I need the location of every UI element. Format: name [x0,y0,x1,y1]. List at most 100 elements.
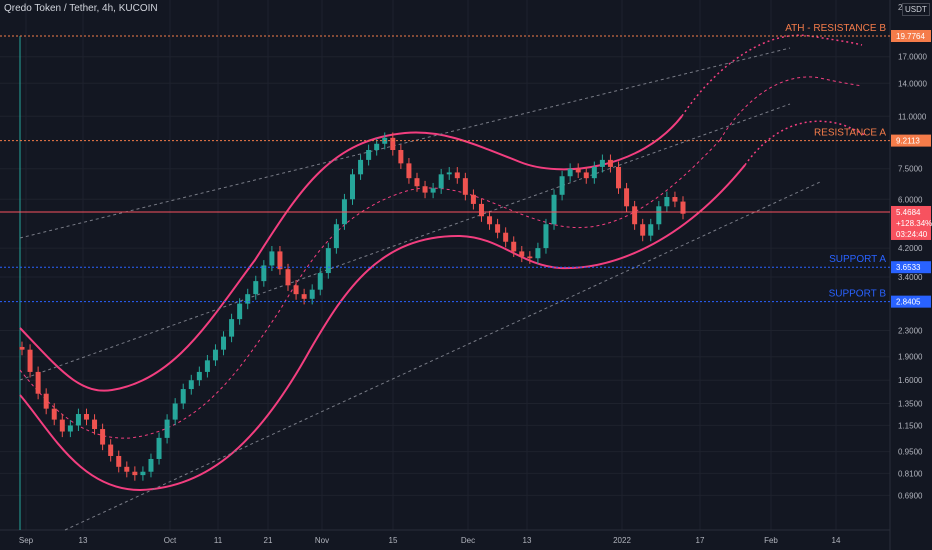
level-label: RESISTANCE A [814,128,886,139]
candle-body [124,467,129,472]
candle-body [20,347,25,350]
y-tick-label: 0.8100 [898,469,923,478]
candle-body [560,176,565,195]
candle-body [656,206,661,224]
candle-body [479,204,484,216]
candle-body [318,273,323,290]
y-tick-label: 2.3000 [898,327,923,336]
x-tick-label: Oct [164,536,177,545]
candle-body [253,281,258,294]
x-tick-label: 14 [832,536,841,545]
candle-body [100,429,105,445]
candle-body [487,216,492,224]
candle-body [229,319,234,336]
candle-body [197,372,202,380]
candle-body [205,360,210,372]
candle-body [576,169,581,173]
candle-body [592,167,597,178]
x-tick-label: 13 [523,536,532,545]
candle-body [148,459,153,472]
y-tick-label: 0.6900 [898,491,923,500]
candle-body [390,138,395,150]
candle-body [221,337,226,350]
level-tag-value: 3.6533 [896,263,921,272]
currency-badge[interactable]: USDT [902,3,930,16]
x-tick-label: 21 [264,536,273,545]
y-tick-label: 1.3500 [898,399,923,408]
y-tick-label: 3.4000 [898,273,923,282]
candle-body [173,403,178,419]
candle-body [398,150,403,163]
candle-body [44,394,49,409]
level-label: SUPPORT A [829,254,886,265]
candle-body [455,172,460,178]
candle-body [326,248,331,273]
candle-body [471,195,476,204]
candle-body [423,186,428,192]
candle-body [213,350,218,361]
candle-body [36,372,41,394]
candle-body [672,197,677,202]
y-tick-label: 14.0000 [898,79,927,88]
candle-body [406,163,411,178]
current-tag-text: 5.4684 [896,208,921,217]
candle-body [543,224,548,248]
price-axis: 17.0000 14.0000 11.0000 7.5000 6.0000 4.2000 3… [898,3,927,500]
candle-body [181,389,186,403]
x-tick-label: Nov [315,536,329,545]
mid-channel [20,140,720,438]
trend-upper [20,48,790,238]
candle-body [350,174,355,199]
x-tick-label: 2022 [613,536,631,545]
candle-body [140,472,145,475]
time-axis: Sep 13 Oct 11 21 Nov 15 Dec 13 2022 17 Feb 14 [19,536,841,545]
candle-body [439,174,444,188]
candle-body [52,409,57,420]
upper-channel [20,116,682,391]
x-tick-label: Sep [19,536,34,545]
level-tag-value: 2.8405 [896,298,921,307]
candle-body [535,248,540,258]
candle-body [157,438,162,459]
candles [20,132,686,480]
level-lines: ATH - RESISTANCE B RESISTANCE A SUPPORT A S… [0,23,890,302]
candle-body [632,206,637,224]
current-tag-text: 03:24:40 [896,230,928,239]
candle-body [294,285,299,294]
candle-body [431,188,436,192]
x-tick-label: 13 [79,536,88,545]
candle-body [92,420,97,429]
y-tick-label: 1.6000 [898,376,923,385]
candle-body [165,420,170,438]
current-tag-text: +128.34% [896,219,932,228]
level-tag-value: 19.7764 [896,32,925,41]
candle-body [624,188,629,206]
candle-body [568,169,573,177]
candle-body [640,224,645,235]
y-tick-label: 17.0000 [898,53,927,62]
candle-body [366,150,371,160]
candle-body [277,251,282,269]
candle-body [463,178,468,195]
candle-body [358,160,363,174]
candle-body [310,290,315,299]
y-tick-label: 4.2000 [898,244,923,253]
candle-body [132,472,137,475]
x-tick-label: 15 [389,536,398,545]
level-label: ATH - RESISTANCE B [785,23,886,34]
candle-body [374,144,379,150]
level-tag-value: 9.2113 [896,137,920,146]
y-tick-label: 6.0000 [898,195,923,204]
y-tick-label: 1.9000 [898,353,923,362]
candle-body [28,350,33,372]
x-tick-label: 17 [696,536,705,545]
candle-body [108,445,113,456]
y-tick-label: 7.5000 [898,165,923,174]
x-tick-label: Dec [461,536,475,545]
grid [0,0,890,550]
candle-body [286,269,291,285]
x-tick-label: 11 [214,536,223,545]
candle-body [68,425,73,431]
candle-body [664,197,669,206]
